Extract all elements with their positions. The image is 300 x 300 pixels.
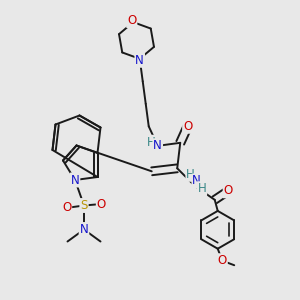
Text: O: O: [183, 120, 192, 133]
Text: H: H: [186, 168, 195, 181]
Text: N: N: [135, 54, 144, 67]
Text: N: N: [80, 223, 88, 236]
Text: S: S: [80, 199, 88, 212]
Text: O: O: [224, 184, 233, 197]
Text: O: O: [97, 197, 106, 211]
Text: O: O: [62, 201, 71, 214]
Text: H: H: [147, 136, 155, 149]
Text: N: N: [153, 139, 162, 152]
Text: O: O: [218, 254, 227, 267]
Text: N: N: [192, 174, 201, 188]
Text: O: O: [127, 14, 136, 27]
Text: H: H: [197, 182, 206, 195]
Text: N: N: [70, 173, 80, 187]
